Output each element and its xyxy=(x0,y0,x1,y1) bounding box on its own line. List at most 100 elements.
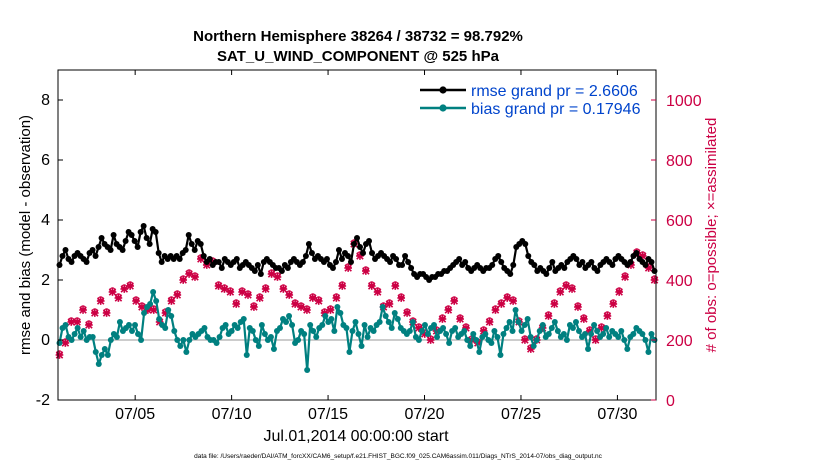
series-point xyxy=(59,253,66,259)
series-point xyxy=(62,247,69,253)
obs-assimilated-marker xyxy=(456,315,464,323)
chart-title-line1: Northern Hemisphere 38264 / 38732 = 98.7… xyxy=(193,28,523,45)
obs-assimilated-marker xyxy=(326,306,335,314)
obs-assimilated-marker xyxy=(574,303,582,311)
series-point xyxy=(446,340,453,346)
series-point xyxy=(343,325,350,331)
series-point xyxy=(357,244,364,250)
legend-bias-marker xyxy=(439,104,447,112)
series-point xyxy=(639,331,646,337)
series-point xyxy=(361,322,368,328)
series-point xyxy=(305,241,312,247)
series-point xyxy=(107,247,114,253)
series-point xyxy=(648,331,655,337)
series-point xyxy=(548,325,555,331)
series-point xyxy=(648,259,655,265)
series-point xyxy=(476,349,483,355)
series-point xyxy=(408,265,415,271)
series-point xyxy=(464,337,471,343)
obs-assimilated-marker xyxy=(167,297,176,305)
series-point xyxy=(382,313,389,319)
series-point xyxy=(409,319,416,325)
series-point xyxy=(503,325,510,331)
series-point xyxy=(98,352,105,358)
right-y-tick-label: 0 xyxy=(666,393,675,410)
series-point xyxy=(379,304,386,310)
left-y-axis: -2 0 2 4 6 8 xyxy=(36,92,63,409)
series-point xyxy=(627,259,634,265)
series-point xyxy=(443,331,450,337)
series-point xyxy=(387,259,394,265)
series-point xyxy=(276,325,283,331)
obs-assimilated-marker xyxy=(438,315,447,323)
series-point xyxy=(80,328,87,334)
rmse-series xyxy=(56,223,658,283)
series-point xyxy=(347,259,354,265)
series-point xyxy=(116,319,123,325)
bias-series xyxy=(56,289,658,373)
obs-assimilated-marker xyxy=(96,297,105,305)
series-point xyxy=(222,322,229,328)
series-point xyxy=(645,349,652,355)
series-point xyxy=(251,268,258,274)
obs-assimilated-marker xyxy=(185,270,193,278)
obs-assimilated-marker xyxy=(332,294,341,302)
right-y-axis-label: # of obs: o=possible; ×=assimilated xyxy=(703,118,720,353)
series-point xyxy=(182,247,189,253)
series-point xyxy=(122,238,129,244)
series-point xyxy=(313,334,320,340)
obs-assimilated-marker xyxy=(126,282,135,290)
obs-assimilated-marker xyxy=(609,300,618,308)
left-y-tick-label: -2 xyxy=(36,392,50,409)
obs-assimilated-marker xyxy=(491,306,500,314)
series-point xyxy=(56,262,63,268)
legend-bias-label: bias grand pr = 0.17946 xyxy=(471,101,641,118)
series-point xyxy=(591,322,598,328)
series-point xyxy=(335,247,342,253)
series-point xyxy=(322,313,329,319)
obs-assimilated-marker xyxy=(344,264,353,272)
obs-assimilated-marker xyxy=(303,306,311,314)
series-point xyxy=(461,328,468,334)
series-point xyxy=(338,256,345,262)
series-point xyxy=(270,346,277,352)
series-point xyxy=(393,256,400,262)
series-point xyxy=(376,319,383,325)
obs-assimilated-marker xyxy=(568,285,576,293)
series-point xyxy=(233,256,240,262)
x-tick-label: 07/05 xyxy=(115,406,155,423)
series-point xyxy=(146,241,153,247)
left-y-tick-label: 8 xyxy=(41,92,50,109)
series-point xyxy=(582,331,589,337)
series-point xyxy=(600,331,607,337)
series-point xyxy=(135,331,142,337)
obs-assimilated-marker xyxy=(391,282,400,290)
series-point xyxy=(240,316,247,322)
series-point xyxy=(391,310,398,316)
series-point xyxy=(489,262,496,268)
obs-assimilated-marker xyxy=(285,291,294,299)
obs-assimilated-marker xyxy=(79,306,87,314)
obs-assimilated-marker xyxy=(291,300,299,308)
series-point xyxy=(369,250,376,256)
series-point xyxy=(158,259,165,265)
series-point xyxy=(89,334,96,340)
series-point xyxy=(575,328,582,334)
series-point xyxy=(388,325,395,331)
chart-title-line2: SAT_U_WIND_COMPONENT @ 525 hPa xyxy=(217,48,500,65)
obs-assimilated-marker xyxy=(73,318,81,326)
series-point xyxy=(107,337,114,343)
series-point xyxy=(515,319,522,325)
series-point xyxy=(83,259,90,265)
series-point xyxy=(213,340,220,346)
series-point xyxy=(128,328,135,334)
series-point xyxy=(155,250,162,256)
series-point xyxy=(152,229,159,235)
x-axis-label: Jul.01,2014 00:00:00 start xyxy=(263,428,449,445)
series-point xyxy=(299,259,306,265)
series-point xyxy=(507,271,514,277)
obs-assimilated-marker xyxy=(108,288,117,296)
series-point xyxy=(394,316,401,322)
series-point xyxy=(258,322,265,328)
